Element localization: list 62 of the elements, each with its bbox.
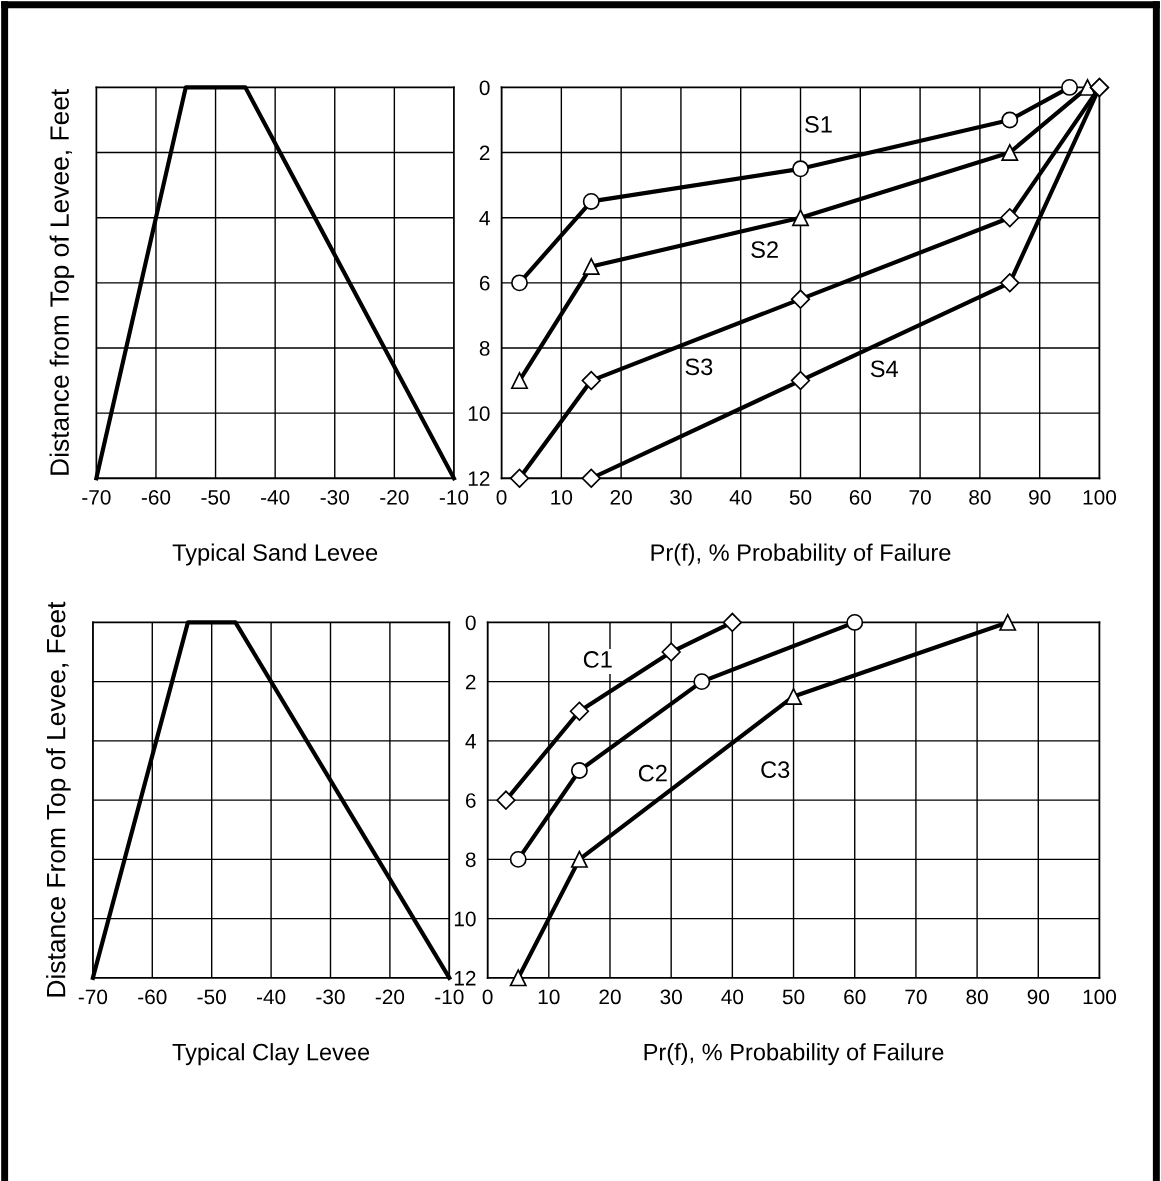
y-axis-title: Distance from Top of Levee, Feet xyxy=(49,88,75,475)
x-tick-label: 100 xyxy=(1083,489,1117,505)
x-tick-label: -10 xyxy=(439,489,469,505)
x-tick-label: -10 xyxy=(435,989,464,1005)
y-tick-label: 2 xyxy=(479,145,490,161)
x-tick-label: 50 xyxy=(789,489,812,505)
annotation: C2 xyxy=(638,764,667,782)
annotation: C1 xyxy=(583,651,612,668)
y-tick-label: 10 xyxy=(468,406,490,421)
y-tick-label: 6 xyxy=(465,793,476,808)
annotation: S1 xyxy=(805,116,832,133)
y-tick-label: 4 xyxy=(479,210,490,226)
x-tick-label: -50 xyxy=(201,489,230,505)
y-tick-label: 2 xyxy=(465,674,476,690)
annotation: C3 xyxy=(761,761,790,779)
x-tick-label: -60 xyxy=(141,489,171,505)
x-tick-label: 10 xyxy=(551,489,573,505)
x-tick-label: 60 xyxy=(849,489,872,505)
x-tick-label: 80 xyxy=(969,489,991,505)
x-tick-label: -30 xyxy=(320,489,349,505)
x-tick-label: -30 xyxy=(316,989,345,1005)
x-tick-label: 30 xyxy=(670,489,692,505)
x-tick-label: 0 xyxy=(496,489,507,505)
y-tick-label: 12 xyxy=(468,471,490,486)
x-tick-label: 90 xyxy=(1029,489,1051,505)
x-tick-label: 50 xyxy=(782,989,805,1005)
x-axis-title: Typical Clay Levee xyxy=(172,1043,370,1066)
annotation: S4 xyxy=(870,360,898,378)
x-tick-label: 40 xyxy=(721,989,744,1005)
annotation: S3 xyxy=(685,358,713,376)
x-tick-label: 40 xyxy=(729,489,752,505)
x-axis-title: Typical Sand Levee xyxy=(172,543,378,566)
x-tick-label: 80 xyxy=(966,989,988,1005)
x-tick-label: 60 xyxy=(844,989,866,1005)
x-tick-label: -40 xyxy=(256,989,286,1005)
x-tick-label: -70 xyxy=(78,989,108,1005)
x-tick-label: -20 xyxy=(380,489,409,505)
x-tick-label: 30 xyxy=(660,989,682,1005)
x-axis-title: Pr(f), % Probability of Failure xyxy=(651,543,951,566)
x-tick-label: -40 xyxy=(261,489,290,505)
x-tick-label: 20 xyxy=(599,989,621,1005)
x-tick-label: -20 xyxy=(375,989,405,1005)
x-tick-label: -50 xyxy=(197,989,226,1005)
y-tick-label: 0 xyxy=(465,615,476,631)
annotation: S2 xyxy=(751,241,778,258)
y-tick-label: 8 xyxy=(465,852,476,868)
y-tick-label: 8 xyxy=(479,341,490,356)
x-tick-label: 90 xyxy=(1027,989,1050,1005)
x-tick-label: 70 xyxy=(909,489,931,505)
y-tick-label: 6 xyxy=(479,275,490,291)
x-tick-label: -70 xyxy=(82,489,111,505)
x-tick-label: 70 xyxy=(905,989,927,1005)
x-tick-label: -60 xyxy=(138,989,167,1005)
x-tick-label: 20 xyxy=(610,489,632,505)
y-tick-label: 10 xyxy=(454,911,476,927)
y-axis-title: Distance From Top of Levee, Feet xyxy=(46,601,71,997)
y-tick-label: 0 xyxy=(479,80,490,96)
y-tick-label: 4 xyxy=(465,734,476,749)
x-axis-title: Pr(f), % Probability of Failure xyxy=(644,1043,944,1066)
x-tick-label: 100 xyxy=(1083,989,1117,1005)
x-tick-label: 10 xyxy=(538,989,560,1005)
y-tick-label: 12 xyxy=(454,970,476,986)
